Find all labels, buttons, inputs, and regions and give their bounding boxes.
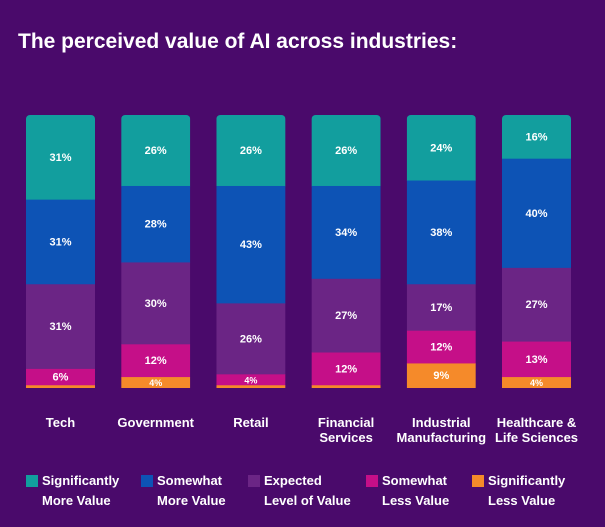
data-label: 4% bbox=[149, 378, 162, 388]
legend-label: Less Value bbox=[382, 493, 450, 508]
data-label: 17% bbox=[430, 302, 452, 314]
data-label: 28% bbox=[145, 219, 167, 231]
labels-layer: 31% 31% 31% 6% 26% 28% 30% 12% 4% 26% 43% 26% 4% 26% 3… bbox=[49, 131, 547, 388]
bar-stack bbox=[406, 115, 476, 388]
bar-segment bbox=[26, 368, 95, 386]
legend-label: Expected bbox=[264, 473, 322, 488]
legend-label: More Value bbox=[157, 493, 226, 508]
bar-segment bbox=[26, 385, 95, 388]
chart-title: The perceived value of AI across industr… bbox=[18, 30, 458, 53]
legend-swatch bbox=[472, 475, 484, 487]
data-label: 31% bbox=[49, 236, 71, 248]
bar-segment bbox=[121, 262, 191, 345]
data-label: 26% bbox=[335, 145, 357, 157]
legend-label: More Value bbox=[42, 493, 111, 508]
bar-segment bbox=[121, 344, 191, 378]
bar-segment bbox=[311, 352, 381, 386]
data-label: 27% bbox=[525, 299, 547, 311]
bar-segment bbox=[311, 115, 381, 187]
bar-segment bbox=[311, 278, 381, 354]
bar-stack bbox=[502, 115, 571, 388]
data-label: 27% bbox=[335, 310, 357, 322]
bar-segment bbox=[216, 303, 286, 375]
legend-swatch bbox=[248, 475, 260, 487]
data-label: 24% bbox=[430, 142, 452, 154]
data-label: 26% bbox=[240, 145, 262, 157]
legend-label: Somewhat bbox=[382, 473, 448, 488]
data-label: 34% bbox=[335, 227, 357, 239]
bar-stack bbox=[121, 115, 191, 388]
category-label: Industrial Manufacturing bbox=[397, 415, 487, 445]
legend-label: Less Value bbox=[488, 493, 556, 508]
bar-segment bbox=[26, 115, 95, 201]
data-label: 12% bbox=[145, 355, 167, 367]
legend-label: Significantly bbox=[488, 473, 566, 488]
bar-segment bbox=[502, 158, 571, 269]
stacked-bar-chart: 31% 31% 31% 6% 26% 28% 30% 12% 4% 26% 43% 26% 4% 26% 3… bbox=[26, 115, 578, 445]
data-label: 12% bbox=[430, 342, 452, 354]
bar-segment bbox=[121, 115, 191, 187]
bar-segment bbox=[216, 115, 286, 187]
bar-segment bbox=[121, 185, 191, 264]
data-label: 31% bbox=[49, 321, 71, 333]
bar-segment bbox=[26, 284, 95, 370]
bar-segment bbox=[216, 385, 286, 388]
bar-segment bbox=[216, 185, 286, 304]
bar-stack bbox=[311, 115, 381, 388]
bar-stack bbox=[216, 115, 286, 388]
bar-segment bbox=[311, 385, 381, 388]
data-label: 9% bbox=[433, 370, 449, 382]
legend-label: Somewhat bbox=[157, 473, 223, 488]
data-label: 4% bbox=[530, 378, 543, 388]
legend: Significantly More Value Somewhat More Valu… bbox=[0, 468, 605, 518]
category-label: Healthcare & Life Sciences bbox=[495, 415, 578, 445]
category-label: Tech bbox=[46, 415, 75, 430]
bar-segment bbox=[502, 267, 571, 343]
bar-segment bbox=[502, 115, 571, 160]
bar-segment bbox=[406, 115, 476, 182]
category-label: Retail bbox=[233, 415, 268, 430]
data-label: 12% bbox=[335, 363, 357, 375]
data-label: 31% bbox=[49, 152, 71, 164]
category-labels: Tech Government Retail Financial Services Ind… bbox=[46, 415, 578, 445]
bars-layer bbox=[26, 115, 571, 388]
legend-swatch bbox=[366, 475, 378, 487]
bar-segment bbox=[216, 374, 286, 386]
bar-segment bbox=[502, 377, 571, 388]
bar-segment bbox=[311, 185, 381, 280]
data-label: 43% bbox=[240, 239, 262, 251]
bar-segment bbox=[406, 330, 476, 365]
legend-label: Level of Value bbox=[264, 493, 351, 508]
bar-segment bbox=[406, 284, 476, 332]
category-label: Financial Services bbox=[318, 415, 374, 445]
bar-stack bbox=[26, 115, 95, 388]
legend-swatch bbox=[26, 475, 38, 487]
bar-segment bbox=[406, 180, 476, 285]
data-label: 13% bbox=[525, 354, 547, 366]
data-label: 38% bbox=[430, 227, 452, 239]
data-label: 30% bbox=[145, 298, 167, 310]
data-label: 4% bbox=[244, 375, 257, 385]
data-label: 26% bbox=[145, 145, 167, 157]
data-label: 6% bbox=[53, 372, 69, 384]
legend-swatch bbox=[141, 475, 153, 487]
bar-segment bbox=[502, 341, 571, 378]
data-label: 26% bbox=[240, 333, 262, 345]
data-label: 40% bbox=[525, 208, 547, 220]
bar-segment bbox=[26, 199, 95, 285]
legend-label: Significantly bbox=[42, 473, 120, 488]
bar-segment bbox=[406, 363, 476, 388]
data-label: 16% bbox=[525, 131, 547, 143]
category-label: Government bbox=[117, 415, 194, 430]
bar-segment bbox=[121, 377, 191, 388]
